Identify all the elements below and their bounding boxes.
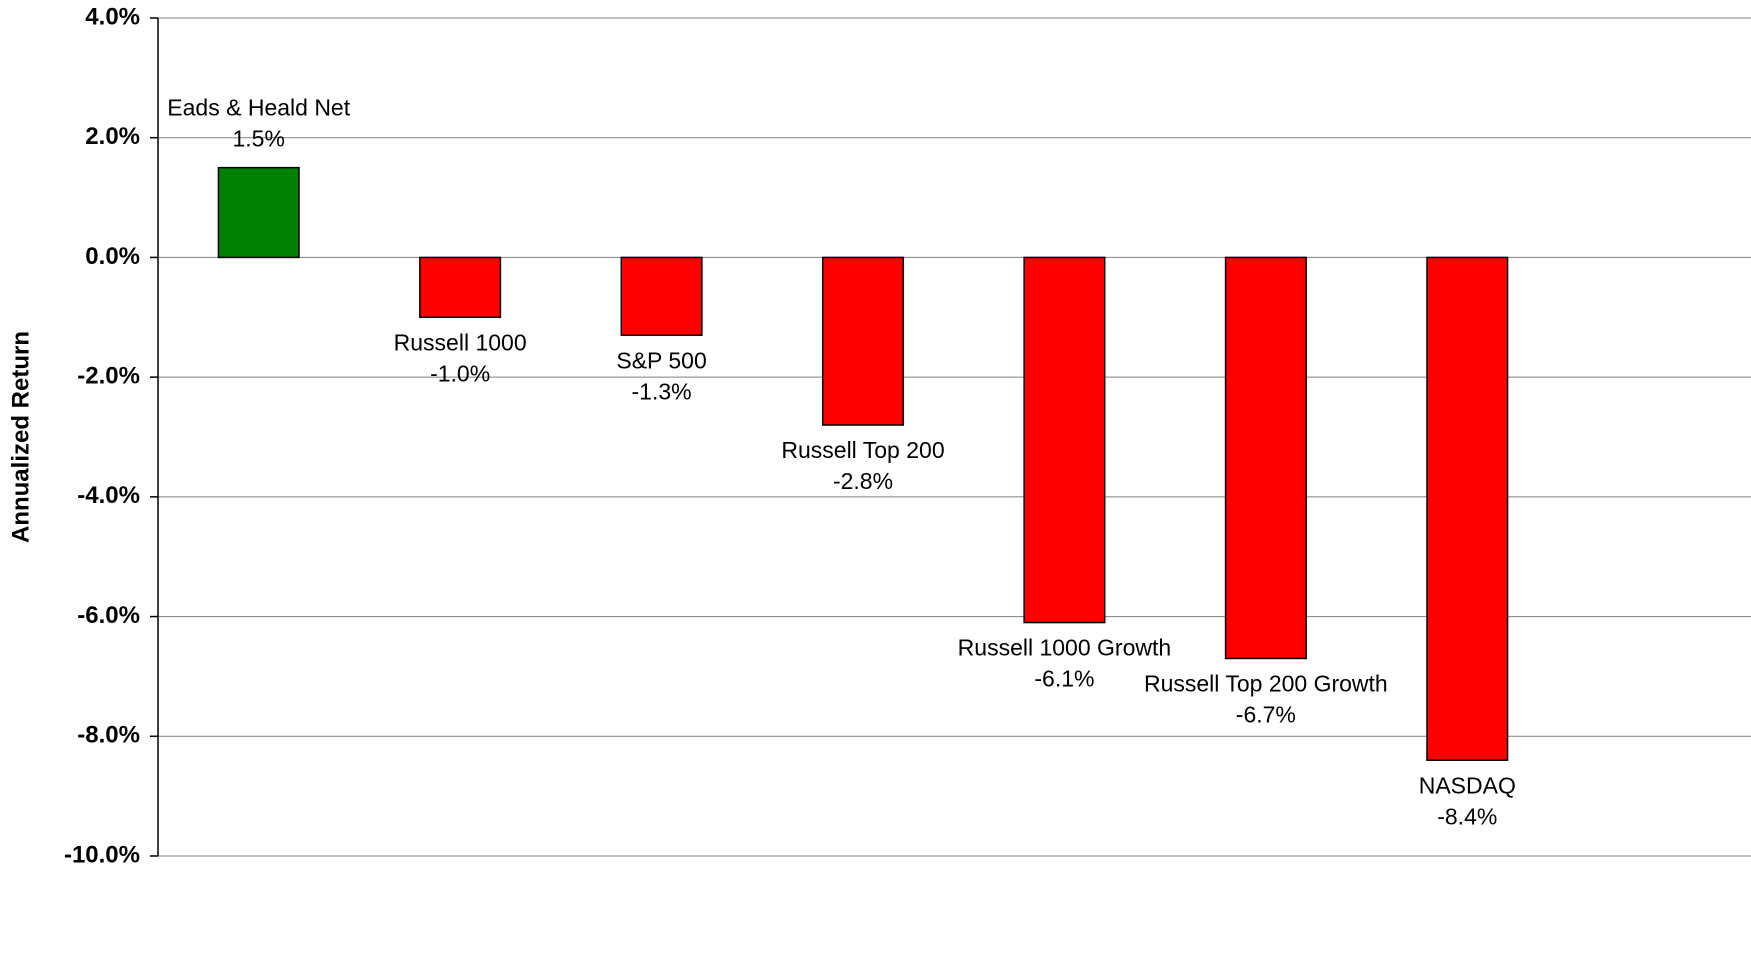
bar: [1023, 256, 1106, 624]
y-tick-label: 0.0%: [85, 243, 140, 270]
category-label: Russell Top 200: [781, 437, 944, 463]
value-label: -6.1%: [1034, 666, 1094, 692]
category-label: Russell 1000 Growth: [958, 635, 1172, 661]
y-tick-label: -10.0%: [64, 841, 140, 868]
y-tick-label: -4.0%: [77, 482, 140, 509]
value-label: -1.3%: [632, 378, 692, 404]
y-tick-label: -8.0%: [77, 722, 140, 749]
value-label: -8.4%: [1437, 803, 1497, 829]
y-tick-label: 2.0%: [85, 123, 140, 150]
category-label: NASDAQ: [1419, 772, 1516, 798]
y-tick-label: 4.0%: [85, 3, 140, 30]
bar: [821, 256, 905, 426]
bar: [217, 166, 300, 259]
value-label: -6.7%: [1236, 702, 1296, 728]
category-label: Russell 1000: [394, 329, 527, 355]
category-label: S&P 500: [616, 347, 706, 373]
bar: [1224, 256, 1307, 660]
bar: [419, 256, 502, 319]
bar: [620, 256, 703, 336]
y-tick-label: -6.0%: [77, 602, 140, 629]
y-tick-label: -2.0%: [77, 362, 140, 389]
y-axis-label: Annualized Return: [7, 331, 34, 543]
category-label: Russell Top 200 Growth: [1144, 671, 1388, 697]
bar: [1426, 256, 1509, 761]
value-label: -2.8%: [833, 468, 893, 494]
category-label: Eads & Heald Net: [167, 95, 350, 121]
value-label: -1.0%: [430, 360, 490, 386]
value-label: 1.5%: [232, 126, 284, 152]
